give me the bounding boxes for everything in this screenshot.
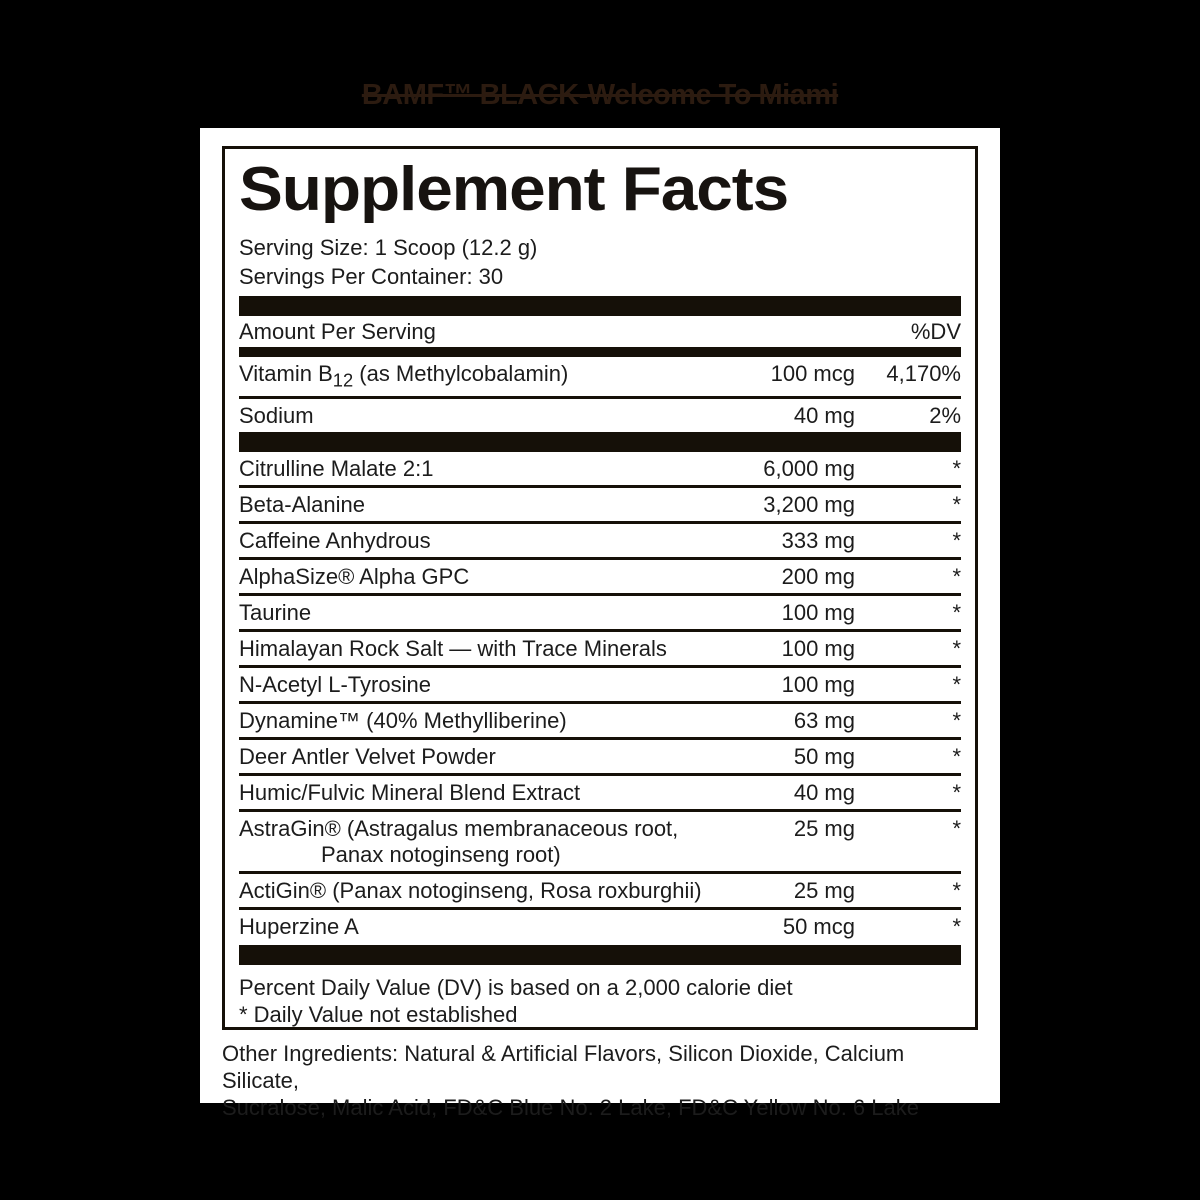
- ingredient-row: Citrulline Malate 2:1 6,000 mg *: [239, 452, 961, 485]
- ingredient-row: AlphaSize® Alpha GPC 200 mg *: [239, 557, 961, 593]
- ingredient-row: Beta-Alanine 3,200 mg *: [239, 485, 961, 521]
- nutrient-dv: 2%: [929, 403, 961, 429]
- other-ingredients: Other Ingredients: Natural & Artificial …: [222, 1040, 982, 1121]
- ingredient-dv: *: [952, 564, 961, 590]
- label-panel: Supplement Facts Serving Size: 1 Scoop (…: [200, 128, 1000, 1120]
- ingredient-name: AstraGin® (Astragalus membranaceous root…: [239, 816, 710, 868]
- ingredient-amount: 100 mg: [781, 672, 855, 698]
- ingredient-dv: *: [952, 600, 961, 626]
- footnote-dv-not-established: * Daily Value not established: [239, 1002, 518, 1028]
- nutrient-name: Sodium: [239, 403, 314, 429]
- ingredient-amount: 63 mg: [793, 708, 855, 734]
- separator-bar-mid: [239, 432, 961, 453]
- ingredient-amount: 50 mcg: [782, 914, 855, 940]
- footnote-dv-basis: Percent Daily Value (DV) is based on a 2…: [239, 975, 793, 1001]
- ingredient-row: N-Acetyl L-Tyrosine 100 mg *: [239, 665, 961, 701]
- ingredient-row: ActiGin® (Panax notoginseng, Rosa roxbur…: [239, 871, 961, 907]
- ingredient-dv: *: [952, 636, 961, 662]
- ingredient-name: N-Acetyl L-Tyrosine: [239, 672, 431, 698]
- ingredient-name: Dynamine™ (40% Methylliberine): [239, 708, 567, 734]
- nutrient-row-vitamin-b12: Vitamin B12 (as Methylcobalamin) 100 mcg…: [239, 357, 961, 396]
- ingredient-dv: *: [952, 492, 961, 518]
- ingredient-row: Huperzine A 50 mcg *: [239, 907, 961, 943]
- supplement-facts-box: Supplement Facts Serving Size: 1 Scoop (…: [222, 146, 978, 1030]
- amount-per-serving-header: Amount Per Serving: [239, 318, 436, 344]
- ingredient-name-line2: Panax notoginseng root): [321, 842, 561, 868]
- nutrient-dv: 4,170%: [886, 361, 961, 386]
- ingredient-dv: *: [952, 672, 961, 698]
- supplement-facts-heading: Supplement Facts: [239, 155, 789, 224]
- ingredient-row: Deer Antler Velvet Powder 50 mg *: [239, 737, 961, 773]
- ingredient-amount: 100 mg: [781, 600, 855, 626]
- separator-bar-top: [239, 296, 961, 316]
- ingredient-amount: 100 mg: [781, 636, 855, 662]
- ingredient-amount: 3,200 mg: [763, 492, 855, 518]
- separator-bar-bottom: [239, 945, 961, 966]
- ingredient-dv: *: [952, 878, 961, 904]
- ingredient-name: AlphaSize® Alpha GPC: [239, 564, 470, 590]
- nutrient-name: Vitamin B12 (as Methylcobalamin): [239, 361, 569, 391]
- ingredient-dv: *: [952, 744, 961, 770]
- nutrient-row-sodium: Sodium 40 mg 2%: [239, 396, 961, 432]
- nutrient-amount: 100 mcg: [770, 361, 855, 386]
- ingredient-name: Humic/Fulvic Mineral Blend Extract: [239, 780, 581, 806]
- ingredient-name: Deer Antler Velvet Powder: [239, 744, 496, 770]
- product-title: BAMF™ BLACK-Welcome To Miami: [361, 79, 839, 111]
- b12-subscript: 12: [332, 369, 354, 391]
- ingredient-row: Caffeine Anhydrous 333 mg *: [239, 521, 961, 557]
- separator-bar-header: [239, 347, 961, 357]
- ingredient-amount: 333 mg: [781, 528, 855, 554]
- ingredient-amount: 40 mg: [793, 780, 855, 806]
- dv-header: %DV: [910, 318, 961, 344]
- ingredient-dv: *: [952, 708, 961, 734]
- ingredient-dv: *: [952, 528, 961, 554]
- ingredient-amount: 25 mg: [793, 816, 855, 842]
- ingredient-row: Himalayan Rock Salt — with Trace Mineral…: [239, 629, 961, 665]
- ingredient-name: Taurine: [239, 600, 312, 626]
- column-header-row: Amount Per Serving %DV: [239, 316, 961, 347]
- other-ingredients-line1: Other Ingredients: Natural & Artificial …: [222, 1041, 905, 1093]
- ingredient-dv: *: [952, 914, 961, 940]
- ingredient-name: Beta-Alanine: [239, 492, 365, 518]
- ingredient-name: Caffeine Anhydrous: [239, 528, 431, 554]
- ingredient-name: Himalayan Rock Salt — with Trace Mineral…: [239, 636, 667, 662]
- serving-size: Serving Size: 1 Scoop (12.2 g): [239, 235, 538, 260]
- ingredient-amount: 200 mg: [781, 564, 855, 590]
- ingredient-amount: 6,000 mg: [763, 456, 855, 482]
- nutrient-amount: 40 mg: [793, 403, 855, 429]
- servings-per-container: Servings Per Container: 30: [239, 264, 504, 289]
- footnotes: Percent Daily Value (DV) is based on a 2…: [239, 974, 961, 1028]
- ingredient-row: Taurine 100 mg *: [239, 593, 961, 629]
- ingredient-name: ActiGin® (Panax notoginseng, Rosa roxbur…: [239, 878, 702, 904]
- ingredient-dv: *: [952, 816, 961, 842]
- serving-info: Serving Size: 1 Scoop (12.2 g) Servings …: [239, 233, 961, 291]
- ingredient-dv: *: [952, 456, 961, 482]
- ingredient-name: Citrulline Malate 2:1: [239, 456, 434, 482]
- ingredient-row-astragin: AstraGin® (Astragalus membranaceous root…: [239, 809, 961, 871]
- ingredient-name: Huperzine A: [239, 914, 359, 940]
- ingredient-amount: 50 mg: [793, 744, 855, 770]
- other-ingredients-line2: Sucralose, Malic Acid, FD&C Blue No. 2 L…: [222, 1095, 919, 1120]
- ingredient-row: Dynamine™ (40% Methylliberine) 63 mg *: [239, 701, 961, 737]
- ingredient-row: Humic/Fulvic Mineral Blend Extract 40 mg…: [239, 773, 961, 809]
- ingredient-dv: *: [952, 780, 961, 806]
- ingredient-amount: 25 mg: [793, 878, 855, 904]
